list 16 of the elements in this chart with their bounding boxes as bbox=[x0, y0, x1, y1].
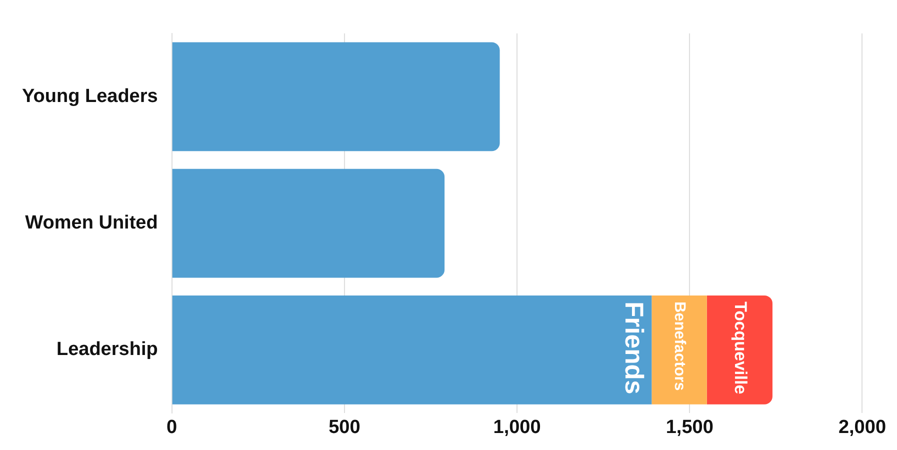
series-label: Friends bbox=[619, 301, 648, 394]
x-tick-label: 2,000 bbox=[838, 416, 886, 438]
bar bbox=[172, 42, 500, 152]
series-label: Tocqueville bbox=[730, 301, 750, 394]
series-label: Benefactors bbox=[671, 301, 688, 391]
x-tick-label: 1,500 bbox=[666, 416, 714, 438]
x-tick-label: 500 bbox=[328, 416, 360, 438]
bar bbox=[652, 295, 707, 404]
x-tick-label: 0 bbox=[166, 416, 178, 438]
y-tick-label: Women United bbox=[25, 212, 158, 234]
bar bbox=[706, 295, 772, 404]
y-tick-label: Young Leaders bbox=[22, 86, 158, 107]
bar bbox=[172, 168, 445, 278]
y-tick-label: Leadership bbox=[56, 339, 158, 360]
x-tick-label: 1,000 bbox=[493, 416, 541, 438]
bar bbox=[172, 295, 652, 404]
